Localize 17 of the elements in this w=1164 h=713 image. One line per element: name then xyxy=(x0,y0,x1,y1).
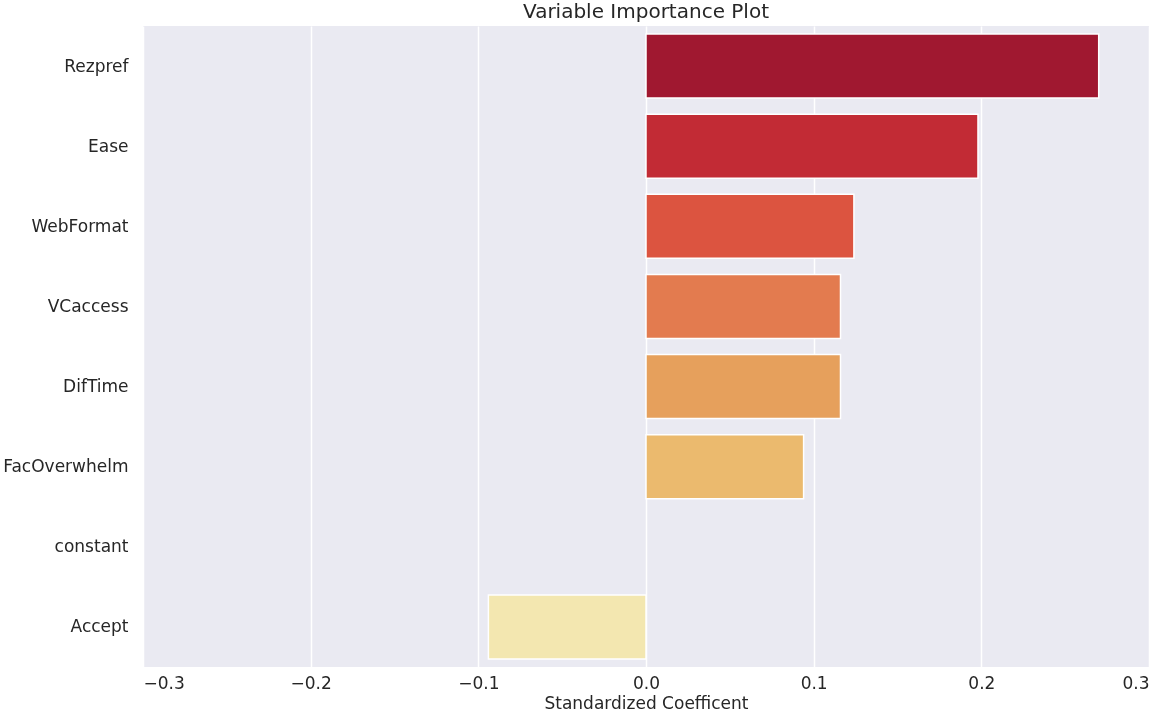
y-tick-label: VCaccess xyxy=(47,295,129,316)
x-axis-title: Standardized Coefficent xyxy=(544,692,749,713)
x-tick-label: 0.3 xyxy=(1122,672,1150,693)
chart-title: Variable Importance Plot xyxy=(523,0,770,23)
y-tick-label: FacOverwhelm xyxy=(3,456,129,477)
x-tick-label: 0.2 xyxy=(968,672,996,693)
x-tick-label: −0.3 xyxy=(143,672,185,693)
x-tick-label: −0.1 xyxy=(458,672,500,693)
y-tick-label: Accept xyxy=(70,616,129,637)
x-tick-label: 0.0 xyxy=(632,672,661,693)
y-tick-label: constant xyxy=(54,536,129,557)
y-tick-label: Rezpref xyxy=(64,55,130,76)
x-tick-label: −0.2 xyxy=(290,672,332,693)
y-tick-label: DifTime xyxy=(63,376,129,397)
y-tick-label: WebFormat xyxy=(31,215,129,236)
x-tick-label: 0.1 xyxy=(800,672,828,693)
y-tick-label: Ease xyxy=(88,135,129,156)
